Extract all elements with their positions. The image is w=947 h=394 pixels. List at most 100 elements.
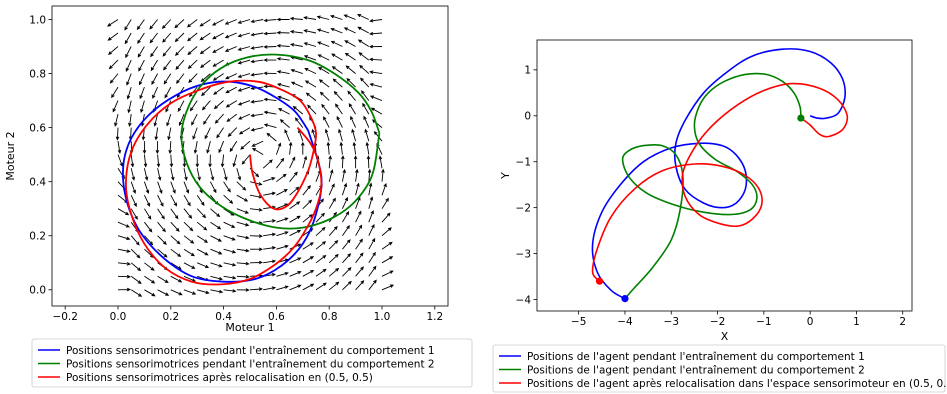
quiver-arrow [174, 19, 185, 29]
quiver-arrow [276, 217, 289, 223]
quiver-arrow [189, 100, 198, 112]
quiver-arrow [323, 116, 330, 128]
quiver-arrow [289, 43, 303, 47]
quiver-arrow [358, 52, 370, 61]
quiver-arrow [183, 194, 191, 207]
end-markers [595, 114, 805, 303]
quiver-arrow [342, 253, 352, 264]
quiver-arrow [117, 235, 131, 241]
quiver-arrow [381, 284, 395, 291]
quiver-arrow [130, 195, 137, 208]
quiver-arrow [178, 113, 185, 127]
quiver-arrow [157, 194, 164, 207]
quiver-arrow [183, 168, 188, 181]
quiver-arrow [223, 262, 237, 267]
quiver-arrow [318, 79, 330, 88]
quiver-arrow [144, 221, 153, 233]
quiver-arrow [206, 140, 211, 154]
series-line [591, 48, 846, 300]
quiver-arrow [196, 168, 201, 181]
quiver-arrow [302, 242, 314, 250]
quiver-arrow [279, 119, 290, 128]
quiver-arrow [343, 27, 356, 34]
quiver-arrow [183, 248, 195, 257]
quiver-arrow [236, 235, 250, 240]
quiver-arrow [174, 32, 185, 43]
quiver-arrow [370, 107, 383, 115]
x-tick-label: 0.6 [268, 311, 285, 323]
quiver-arrow [342, 280, 352, 291]
quiver-arrow [237, 46, 251, 51]
quiver-arrow [333, 90, 343, 101]
quiver-arrow [250, 99, 264, 104]
plot-frame [51, 5, 449, 307]
quiver-arrow [125, 59, 132, 72]
quiver-arrow [369, 95, 383, 102]
quiver-arrow [201, 100, 211, 111]
quiver-arrow [355, 182, 360, 196]
quiver-arrow [196, 221, 208, 231]
quiver-arrow [302, 199, 313, 210]
quiver-arrow [115, 127, 120, 141]
quiver-arrow [342, 225, 350, 236]
quiver-arrow [137, 32, 145, 44]
quiver-arrow [187, 32, 198, 42]
quiver-arrow [107, 32, 119, 41]
quiver-arrow [343, 14, 356, 20]
quiver-arrow [236, 261, 250, 266]
quiver-arrow [277, 95, 290, 102]
y-tick-label: −3 [516, 248, 531, 260]
quiver-arrow [305, 92, 317, 101]
quiver-arrow [252, 147, 264, 155]
quiver-arrow [378, 155, 383, 169]
quiver-arrow [341, 155, 345, 169]
quiver-arrow [237, 59, 251, 65]
quiver-arrow [324, 128, 330, 142]
quiver-arrow [368, 223, 375, 236]
quiver-arrow [214, 113, 224, 124]
quiver-arrow [289, 29, 303, 34]
end-point-marker [797, 114, 805, 122]
y-tick-label: −1 [516, 157, 531, 169]
quiver-arrow [342, 266, 352, 277]
quiver-arrow [224, 32, 237, 39]
quiver-arrow [197, 262, 210, 269]
quiver-arrow [117, 141, 122, 155]
quiver-arrow [368, 196, 374, 209]
quiver-arrow [227, 127, 238, 137]
quiver-arrow [200, 73, 211, 83]
quiver-arrow [365, 141, 370, 155]
quiver-arrow [137, 46, 145, 58]
quiver-arrow [144, 289, 156, 297]
x-tick-label: 0.2 [162, 311, 179, 323]
x-tick-label: −5 [571, 316, 586, 328]
quiver-arrow [138, 59, 145, 72]
end-point-marker [621, 294, 629, 303]
quiver-arrow [204, 127, 211, 140]
quiver-arrow [225, 86, 238, 94]
plot-frame [536, 39, 913, 312]
quiver-arrow [212, 32, 224, 40]
quiver-arrow [330, 14, 343, 20]
quiver-arrow [192, 127, 198, 140]
quiver-arrow [335, 103, 343, 115]
y-tick-label: 1 [524, 65, 531, 77]
quiver-arrow [212, 73, 224, 81]
quiver-arrow [303, 42, 317, 47]
quiver-arrow [157, 289, 170, 296]
quiver-arrow [381, 270, 394, 277]
quiver-arrow [364, 128, 370, 142]
quiver-arrow [381, 182, 387, 196]
quiver-arrow [126, 73, 132, 86]
quiver-arrow [289, 284, 302, 291]
quiver-arrow [315, 212, 325, 223]
quiver-arrow [216, 127, 224, 139]
quiver-arrow [328, 197, 336, 209]
y-tick-label: 1.0 [29, 14, 46, 26]
quiver-arrow [360, 90, 370, 101]
quiver-arrow [276, 157, 285, 169]
quiver-arrow [338, 128, 343, 142]
quiver-arrow [183, 289, 197, 295]
x-tick-label: 2 [899, 316, 906, 328]
series-line [180, 53, 381, 230]
